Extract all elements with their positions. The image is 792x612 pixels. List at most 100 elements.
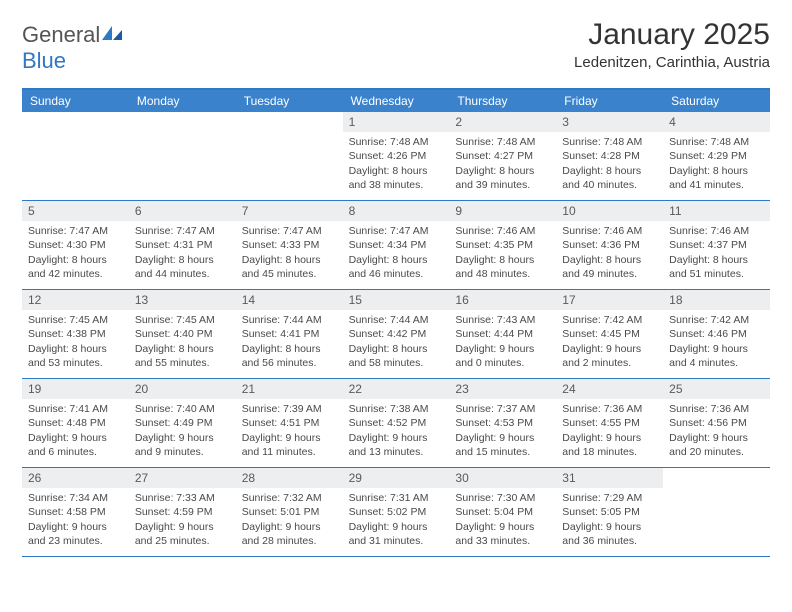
sunset-text: Sunset: 4:27 PM	[455, 149, 550, 163]
sunset-text: Sunset: 4:56 PM	[669, 416, 764, 430]
sunset-text: Sunset: 4:55 PM	[562, 416, 657, 430]
day-number: 31	[556, 468, 663, 488]
day-body: Sunrise: 7:39 AMSunset: 4:51 PMDaylight:…	[236, 402, 343, 463]
day-cell: 24 Sunrise: 7:36 AMSunset: 4:55 PMDayligh…	[556, 379, 663, 467]
day-body: Sunrise: 7:29 AMSunset: 5:05 PMDaylight:…	[556, 491, 663, 552]
day-number: 21	[236, 379, 343, 399]
week-row: 26Sunrise: 7:34 AMSunset: 4:58 PMDayligh…	[22, 468, 770, 557]
weekday-header: Friday	[556, 90, 663, 112]
weekday-header: Tuesday	[236, 90, 343, 112]
sunrise-text: Sunrise: 7:36 AM	[562, 402, 657, 416]
calendar-grid: SundayMondayTuesdayWednesdayThursdayFrid…	[22, 88, 770, 557]
sunrise-text: Sunrise: 7:47 AM	[242, 224, 337, 238]
day-cell	[236, 112, 343, 200]
day-cell: 7Sunrise: 7:47 AMSunset: 4:33 PMDaylight…	[236, 201, 343, 289]
brand-logo: GeneralBlue	[22, 22, 124, 74]
weekday-header: Monday	[129, 90, 236, 112]
daylight-text: Daylight: 8 hours and 42 minutes.	[28, 253, 123, 281]
day-cell: 18Sunrise: 7:42 AMSunset: 4:46 PMDayligh…	[663, 290, 770, 378]
day-number: 28	[236, 468, 343, 488]
sunrise-text: Sunrise: 7:42 AM	[562, 313, 657, 327]
daylight-text: Daylight: 9 hours and 15 minutes.	[455, 431, 550, 459]
day-body: Sunrise: 7:36 AMSunset: 4:55 PMDaylight:…	[556, 402, 663, 463]
weekday-header: Saturday	[663, 90, 770, 112]
day-body: Sunrise: 7:46 AMSunset: 4:36 PMDaylight:…	[556, 224, 663, 285]
day-number: 9	[449, 201, 556, 221]
day-cell: 15 Sunrise: 7:44 AMSunset: 4:42 PMDayligh…	[343, 290, 450, 378]
day-cell: 11Sunrise: 7:46 AMSunset: 4:37 PMDayligh…	[663, 201, 770, 289]
day-body: Sunrise: 7:48 AMSunset: 4:27 PMDaylight:…	[449, 135, 556, 196]
day-number: 7	[236, 201, 343, 221]
sunrise-text: Sunrise: 7:39 AM	[242, 402, 337, 416]
sunrise-text: Sunrise: 7:47 AM	[349, 224, 444, 238]
sunset-text: Sunset: 4:49 PM	[135, 416, 230, 430]
day-cell: 14Sunrise: 7:44 AMSunset: 4:41 PMDayligh…	[236, 290, 343, 378]
day-body: Sunrise: 7:48 AMSunset: 4:29 PMDaylight:…	[663, 135, 770, 196]
sunrise-text: Sunrise: 7:36 AM	[669, 402, 764, 416]
daylight-text: Daylight: 9 hours and 31 minutes.	[349, 520, 444, 548]
day-number: 8	[343, 201, 450, 221]
sunrise-text: Sunrise: 7:29 AM	[562, 491, 657, 505]
day-body: Sunrise: 7:48 AMSunset: 4:28 PMDaylight:…	[556, 135, 663, 196]
day-cell: 3Sunrise: 7:48 AMSunset: 4:28 PMDaylight…	[556, 112, 663, 200]
day-body: Sunrise: 7:36 AMSunset: 4:56 PMDaylight:…	[663, 402, 770, 463]
sunset-text: Sunset: 4:30 PM	[28, 238, 123, 252]
sunset-text: Sunset: 4:31 PM	[135, 238, 230, 252]
sunset-text: Sunset: 4:29 PM	[669, 149, 764, 163]
daylight-text: Daylight: 9 hours and 0 minutes.	[455, 342, 550, 370]
day-body: Sunrise: 7:38 AMSunset: 4:52 PMDaylight:…	[343, 402, 450, 463]
sunrise-text: Sunrise: 7:33 AM	[135, 491, 230, 505]
daylight-text: Daylight: 9 hours and 9 minutes.	[135, 431, 230, 459]
sunrise-text: Sunrise: 7:48 AM	[669, 135, 764, 149]
daylight-text: Daylight: 9 hours and 20 minutes.	[669, 431, 764, 459]
sunset-text: Sunset: 4:34 PM	[349, 238, 444, 252]
day-cell	[129, 112, 236, 200]
daylight-text: Daylight: 8 hours and 39 minutes.	[455, 164, 550, 192]
sail-icon	[100, 22, 124, 40]
day-cell: 12Sunrise: 7:45 AMSunset: 4:38 PMDayligh…	[22, 290, 129, 378]
day-body: Sunrise: 7:48 AMSunset: 4:26 PMDaylight:…	[343, 135, 450, 196]
day-number: 27	[129, 468, 236, 488]
sunrise-text: Sunrise: 7:32 AM	[242, 491, 337, 505]
day-cell: 16Sunrise: 7:43 AMSunset: 4:44 PMDayligh…	[449, 290, 556, 378]
sunset-text: Sunset: 4:46 PM	[669, 327, 764, 341]
day-cell: 8Sunrise: 7:47 AMSunset: 4:34 PMDaylight…	[343, 201, 450, 289]
daylight-text: Daylight: 8 hours and 41 minutes.	[669, 164, 764, 192]
day-body: Sunrise: 7:30 AMSunset: 5:04 PMDaylight:…	[449, 491, 556, 552]
sunset-text: Sunset: 4:52 PM	[349, 416, 444, 430]
day-number: 4	[663, 112, 770, 132]
day-cell	[22, 112, 129, 200]
week-row: 12Sunrise: 7:45 AMSunset: 4:38 PMDayligh…	[22, 290, 770, 379]
daylight-text: Daylight: 9 hours and 4 minutes.	[669, 342, 764, 370]
sunset-text: Sunset: 4:44 PM	[455, 327, 550, 341]
day-number: 24	[556, 379, 663, 399]
daylight-text: Daylight: 9 hours and 11 minutes.	[242, 431, 337, 459]
sunset-text: Sunset: 5:04 PM	[455, 505, 550, 519]
day-cell: 21 Sunrise: 7:39 AMSunset: 4:51 PMDayligh…	[236, 379, 343, 467]
daylight-text: Daylight: 8 hours and 49 minutes.	[562, 253, 657, 281]
brand-text: GeneralBlue	[22, 22, 124, 74]
daylight-text: Daylight: 8 hours and 48 minutes.	[455, 253, 550, 281]
day-cell: 25 Sunrise: 7:36 AMSunset: 4:56 PMDayligh…	[663, 379, 770, 467]
sunrise-text: Sunrise: 7:48 AM	[455, 135, 550, 149]
week-row: 19Sunrise: 7:41 AMSunset: 4:48 PMDayligh…	[22, 379, 770, 468]
day-body: Sunrise: 7:46 AMSunset: 4:37 PMDaylight:…	[663, 224, 770, 285]
daylight-text: Daylight: 8 hours and 45 minutes.	[242, 253, 337, 281]
day-number: 15	[343, 290, 450, 310]
sunset-text: Sunset: 5:02 PM	[349, 505, 444, 519]
day-number: 19	[22, 379, 129, 399]
day-number: 23	[449, 379, 556, 399]
day-number: 6	[129, 201, 236, 221]
day-cell	[663, 468, 770, 556]
sunset-text: Sunset: 4:51 PM	[242, 416, 337, 430]
daylight-text: Daylight: 9 hours and 36 minutes.	[562, 520, 657, 548]
day-body: Sunrise: 7:37 AMSunset: 4:53 PMDaylight:…	[449, 402, 556, 463]
day-number: 25	[663, 379, 770, 399]
day-number: 22	[343, 379, 450, 399]
day-cell: 30Sunrise: 7:30 AMSunset: 5:04 PMDayligh…	[449, 468, 556, 556]
daylight-text: Daylight: 8 hours and 53 minutes.	[28, 342, 123, 370]
day-body: Sunrise: 7:44 AMSunset: 4:42 PMDaylight:…	[343, 313, 450, 374]
day-body: Sunrise: 7:46 AMSunset: 4:35 PMDaylight:…	[449, 224, 556, 285]
sunrise-text: Sunrise: 7:40 AM	[135, 402, 230, 416]
sunset-text: Sunset: 4:59 PM	[135, 505, 230, 519]
